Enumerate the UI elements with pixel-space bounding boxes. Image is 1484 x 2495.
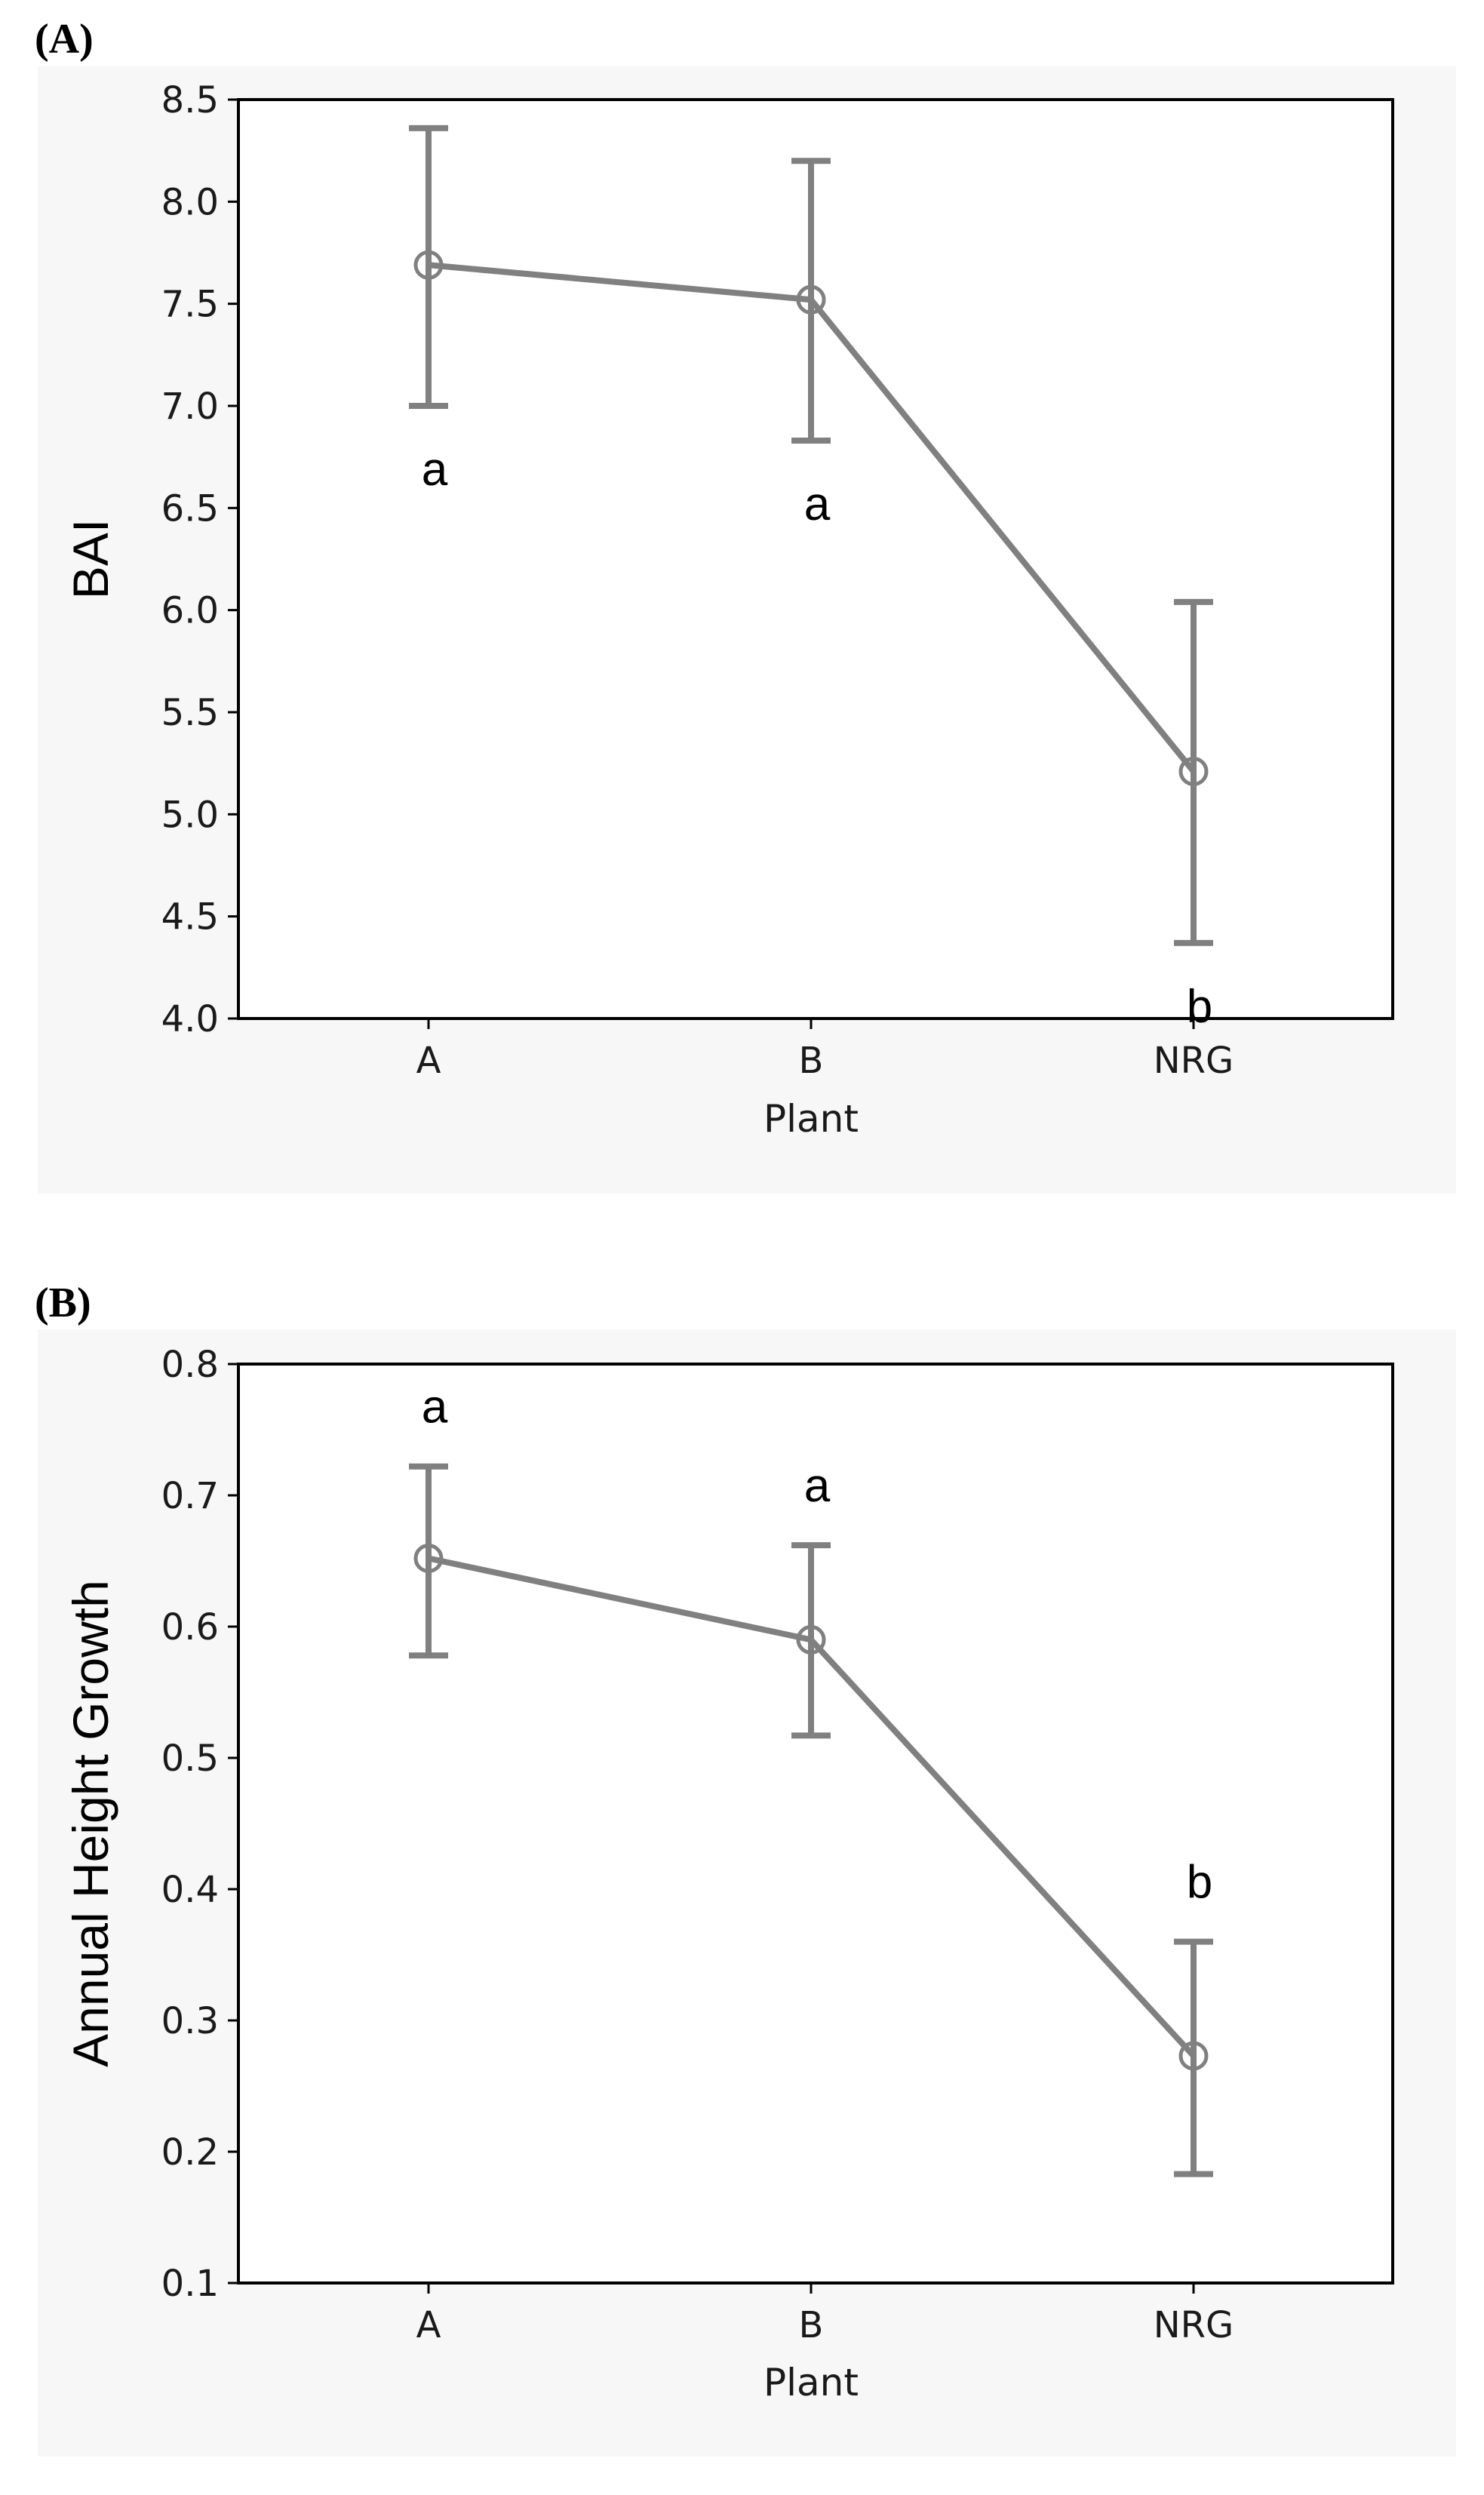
panel-a-y-axis-title: BAI xyxy=(63,519,118,599)
panel-b-x-axis: A B NRG xyxy=(416,2283,1234,2346)
panel-b-data-point xyxy=(796,1624,826,1655)
panel-a-x-tick-label: NRG xyxy=(1154,1040,1234,1082)
panel-a-series: a a b xyxy=(409,124,1213,1033)
panel-a-x-axis: A B NRG xyxy=(416,1019,1234,1082)
panel-a-significance-letter: b xyxy=(1187,981,1212,1033)
panel-b-y-tick-label: 0.4 xyxy=(161,1869,219,1911)
panel-b-significance-letter: a xyxy=(422,1381,448,1433)
panel-b-label: (B) xyxy=(35,1280,91,1326)
panel-a-y-tick-label: 5.0 xyxy=(161,794,219,836)
panel-b-y-axis-title: Annual Height Growth xyxy=(63,1580,118,2067)
panel-b-significance-letter: b xyxy=(1187,1857,1212,1909)
panel-b-x-axis-title: Plant xyxy=(764,2361,859,2404)
panel-b-y-tick-label: 0.8 xyxy=(161,1344,219,1386)
panel-b-series: a a b xyxy=(409,1381,1213,2177)
panel-b-y-tick-label: 0.6 xyxy=(161,1606,219,1648)
panel-a-x-tick-label: A xyxy=(416,1040,441,1082)
panel-a-x-axis-title: Plant xyxy=(764,1097,859,1141)
panel-b-x-tick-label: NRG xyxy=(1154,2304,1234,2346)
panel-a-significance-letter: a xyxy=(422,444,448,496)
panel-b-y-tick-label: 0.1 xyxy=(161,2263,219,2305)
panel-a-y-tick-label: 4.5 xyxy=(161,896,219,939)
panel-b: (B) 0.1 0.2 0.3 0.4 0.5 0.6 0.7 0.8 A B NRG Plant… xyxy=(35,1280,1456,2457)
panel-a-y-tick-label: 5.5 xyxy=(161,692,219,734)
panel-a-y-tick-label: 8.5 xyxy=(161,79,219,121)
panel-b-y-axis: 0.1 0.2 0.3 0.4 0.5 0.6 0.7 0.8 xyxy=(161,1344,238,2305)
panel-a-y-tick-label: 6.0 xyxy=(161,590,219,632)
panel-a-x-tick-label: B xyxy=(799,1040,824,1082)
panel-a-y-axis: 4.0 4.5 5.0 5.5 6.0 6.5 7.0 7.5 8.0 8.5 xyxy=(161,79,238,1040)
panel-a-y-tick-label: 7.5 xyxy=(161,284,219,326)
panel-b-y-tick-label: 0.7 xyxy=(161,1475,219,1517)
panel-b-significance-letter: a xyxy=(804,1460,831,1512)
panel-b-y-tick-label: 0.3 xyxy=(161,2000,219,2042)
panel-b-data-point xyxy=(413,1544,444,1574)
panel-a-plot-area xyxy=(237,98,1394,1020)
panel-a-y-tick-label: 4.0 xyxy=(161,998,219,1040)
panel-a: (A) 4.0 4.5 5.0 5.5 6.0 6.5 7.0 7.5 8.0 8.5 A B NRG… xyxy=(35,16,1456,1194)
panel-b-y-tick-label: 0.2 xyxy=(161,2131,219,2174)
panel-b-y-tick-label: 0.5 xyxy=(161,1738,219,1780)
panel-a-data-point xyxy=(1178,756,1209,786)
panel-b-x-tick-label: B xyxy=(799,2304,824,2346)
panel-a-y-tick-label: 6.5 xyxy=(161,487,219,530)
panel-b-x-tick-label: A xyxy=(416,2304,441,2346)
panel-a-significance-letter: a xyxy=(804,478,831,530)
panel-a-label: (A) xyxy=(35,16,94,63)
panel-a-y-tick-label: 7.0 xyxy=(161,386,219,428)
panel-a-data-point xyxy=(796,284,826,315)
panel-a-y-tick-label: 8.0 xyxy=(161,181,219,223)
panel-b-data-point xyxy=(1178,2041,1209,2071)
panel-a-data-point xyxy=(413,250,444,280)
